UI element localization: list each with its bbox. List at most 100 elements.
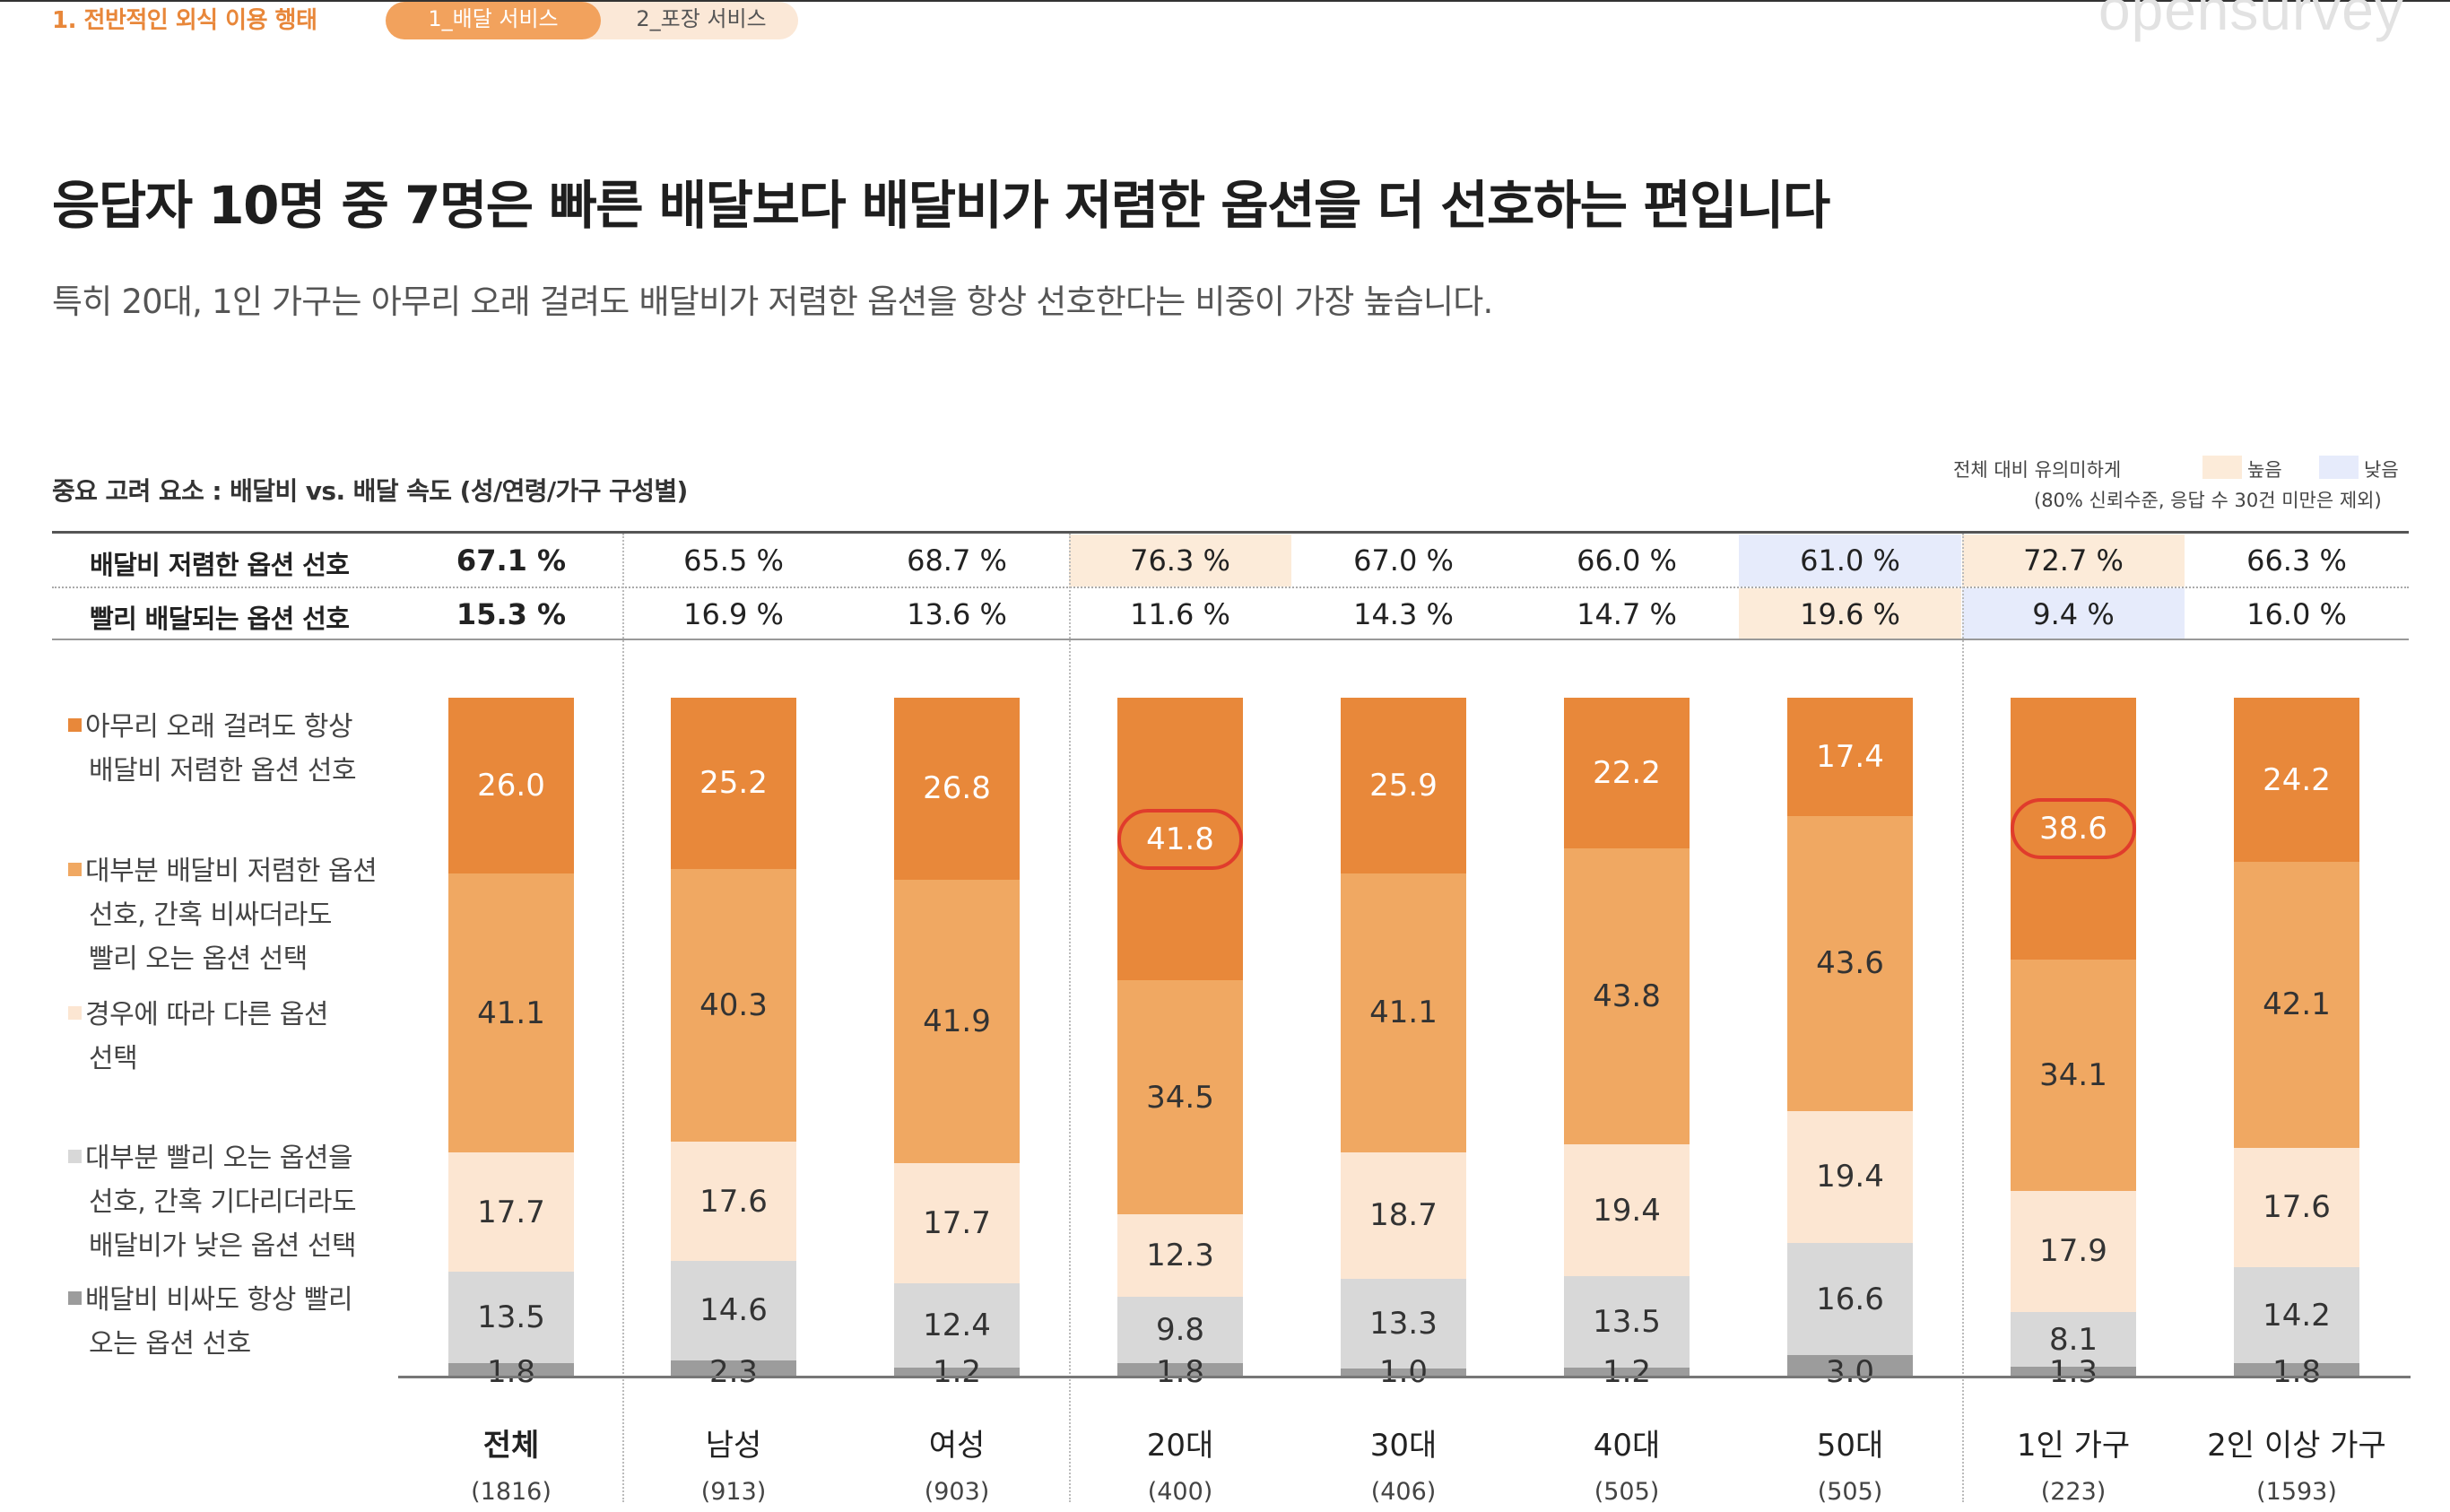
bar-value-label: 41.9 <box>923 1003 991 1039</box>
summary-cell: 66.3 % <box>2246 543 2347 578</box>
sample-size-label: (400) <box>1147 1478 1213 1506</box>
summary-cell: 16.0 % <box>2246 597 2347 631</box>
bar-segment <box>1117 980 1243 1214</box>
bar-value-label: 1.2 <box>932 1354 982 1390</box>
bar-value-label: 17.7 <box>477 1194 545 1230</box>
legend-item: 아무리 오래 걸려도 항상 배달비 저렴한 옵션 선호 <box>68 705 357 793</box>
bar-value-label: 25.2 <box>699 765 768 802</box>
summary-cell: 9.4 % <box>1962 588 2185 639</box>
bar-segment <box>894 1367 1020 1376</box>
summary-cell: 76.3 % <box>1069 534 1291 587</box>
summary-cell: 66.0 % <box>1577 543 1677 578</box>
bar-value-label: 14.6 <box>699 1292 768 1329</box>
legend-item: 경우에 따라 다른 옵션 선택 <box>68 993 329 1081</box>
summary-cell: 61.0 % <box>1739 534 1961 587</box>
bar-value-label: 43.8 <box>1593 978 1661 1015</box>
legend-text: 배달비 저렴한 옵션 선호 <box>89 755 357 786</box>
bar-segment <box>1787 698 1913 816</box>
summary-cell: 65.5 % <box>683 543 784 578</box>
highlight-circle <box>2011 797 2136 859</box>
bar-value-label: 1.8 <box>1155 1354 1205 1390</box>
tab-takeout-service[interactable]: 2_포장 서비스 <box>565 2 798 39</box>
summary-cell: 11.6 % <box>1130 597 1230 631</box>
legend-text: 배달비 비싸도 항상 빨리 <box>85 1284 353 1316</box>
bar-value-label: 18.7 <box>1369 1197 1438 1234</box>
bar-value-label: 24.2 <box>2263 761 2331 798</box>
legend-text: 선택 <box>89 1043 138 1074</box>
bar-value-label: 38.6 <box>2039 810 2107 847</box>
highlight-circle <box>1117 808 1243 870</box>
sample-size-label: (1816) <box>471 1478 552 1506</box>
legend-text: 오는 옵션 선호 <box>89 1328 251 1360</box>
table-row-divider <box>52 587 2409 588</box>
bar-segment <box>894 698 1020 880</box>
bar-segment <box>1341 873 1466 1152</box>
bar-segment <box>2011 1367 2136 1376</box>
breadcrumb[interactable]: 1. 전반적인 외식 이용 행태 <box>52 7 317 34</box>
significance-high-swatch <box>2202 456 2242 479</box>
category-label: 30대 <box>1369 1428 1438 1464</box>
bar-value-label: 12.3 <box>1146 1238 1214 1274</box>
significance-title: 전체 대비 유의미하게 <box>1953 459 2122 481</box>
bar-segment <box>894 1283 1020 1368</box>
bar-segment <box>1564 1367 1690 1376</box>
summary-cell: 14.3 % <box>1353 597 1454 631</box>
bar-segment <box>448 1151 574 1273</box>
category-label: 40대 <box>1593 1428 1661 1464</box>
legend-swatch <box>68 1291 82 1305</box>
bar-segment <box>1564 1144 1690 1276</box>
bar-value-label: 26.0 <box>477 768 545 804</box>
bar-segment <box>2234 1363 2359 1376</box>
bar-segment <box>448 1272 574 1364</box>
legend-text: 아무리 오래 걸려도 항상 <box>85 711 353 743</box>
bar-segment <box>448 873 574 1152</box>
summary-cell: 13.6 % <box>907 597 1007 631</box>
bar-segment <box>1787 815 1913 1112</box>
bar-value-label: 40.3 <box>699 986 768 1023</box>
bar-value-label: 42.1 <box>2263 986 2331 1023</box>
bar-segment <box>894 1163 1020 1284</box>
bar-segment <box>1117 1363 1243 1376</box>
bar-value-label: 1.2 <box>1602 1354 1652 1390</box>
significance-high-label: 높음 <box>2247 459 2282 481</box>
legend-swatch <box>68 1006 82 1020</box>
bar-segment <box>894 879 1020 1164</box>
legend-text: 경우에 따라 다른 옵션 <box>85 999 329 1030</box>
sample-size-label: (406) <box>1370 1478 1437 1506</box>
sample-size-label: (903) <box>924 1478 990 1506</box>
legend-text: 대부분 빨리 오는 옵션을 <box>85 1143 353 1174</box>
table-top-rule <box>52 531 2409 534</box>
summary-cell: 67.0 % <box>1353 543 1454 578</box>
category-label: 2인 이상 가구 <box>2207 1428 2386 1464</box>
bar-value-label: 3.0 <box>1825 1354 1875 1390</box>
sample-size-label: (913) <box>700 1478 767 1506</box>
bar-value-label: 13.5 <box>477 1299 545 1336</box>
significance-low-label: 낮음 <box>2364 459 2399 481</box>
legend-item: 대부분 빨리 오는 옵션을 선호, 간혹 기다리더라도 배달비가 낮은 옵션 선… <box>68 1136 357 1268</box>
summary-cell: 16.9 % <box>683 597 784 631</box>
tab-delivery-service[interactable]: 1_배달 서비스 <box>386 2 601 39</box>
bar-value-label: 17.7 <box>923 1205 991 1242</box>
bar-value-label: 17.6 <box>699 1183 768 1220</box>
bar-segment <box>1341 698 1466 873</box>
sample-size-label: (505) <box>1594 1478 1660 1506</box>
summary-row-label-fast: 빨리 배달되는 옵션 선호 <box>90 604 350 634</box>
bar-value-label: 2.3 <box>708 1354 759 1390</box>
summary-cell: 67.1 % <box>456 543 567 578</box>
bar-value-label: 26.8 <box>923 770 991 807</box>
legend-swatch <box>68 1150 82 1163</box>
top-rule <box>0 0 2450 2</box>
bar-value-label: 34.5 <box>1146 1079 1214 1116</box>
significance-low-swatch <box>2319 456 2359 479</box>
bar-segment <box>1564 847 1690 1145</box>
sample-size-label: (1593) <box>2256 1478 2337 1506</box>
bar-value-label: 1.3 <box>2048 1354 2098 1390</box>
summary-row-label-cheap: 배달비 저렴한 옵션 선호 <box>90 550 350 580</box>
legend-text: 선호, 간혹 비싸더라도 <box>89 899 333 931</box>
category-label: 20대 <box>1146 1428 1214 1464</box>
bar-value-label: 16.6 <box>1816 1281 1884 1317</box>
category-label: 50대 <box>1816 1428 1884 1464</box>
legend-swatch <box>68 863 82 876</box>
bar-value-label: 34.1 <box>2039 1056 2107 1093</box>
bar-segment <box>1787 1355 1913 1376</box>
